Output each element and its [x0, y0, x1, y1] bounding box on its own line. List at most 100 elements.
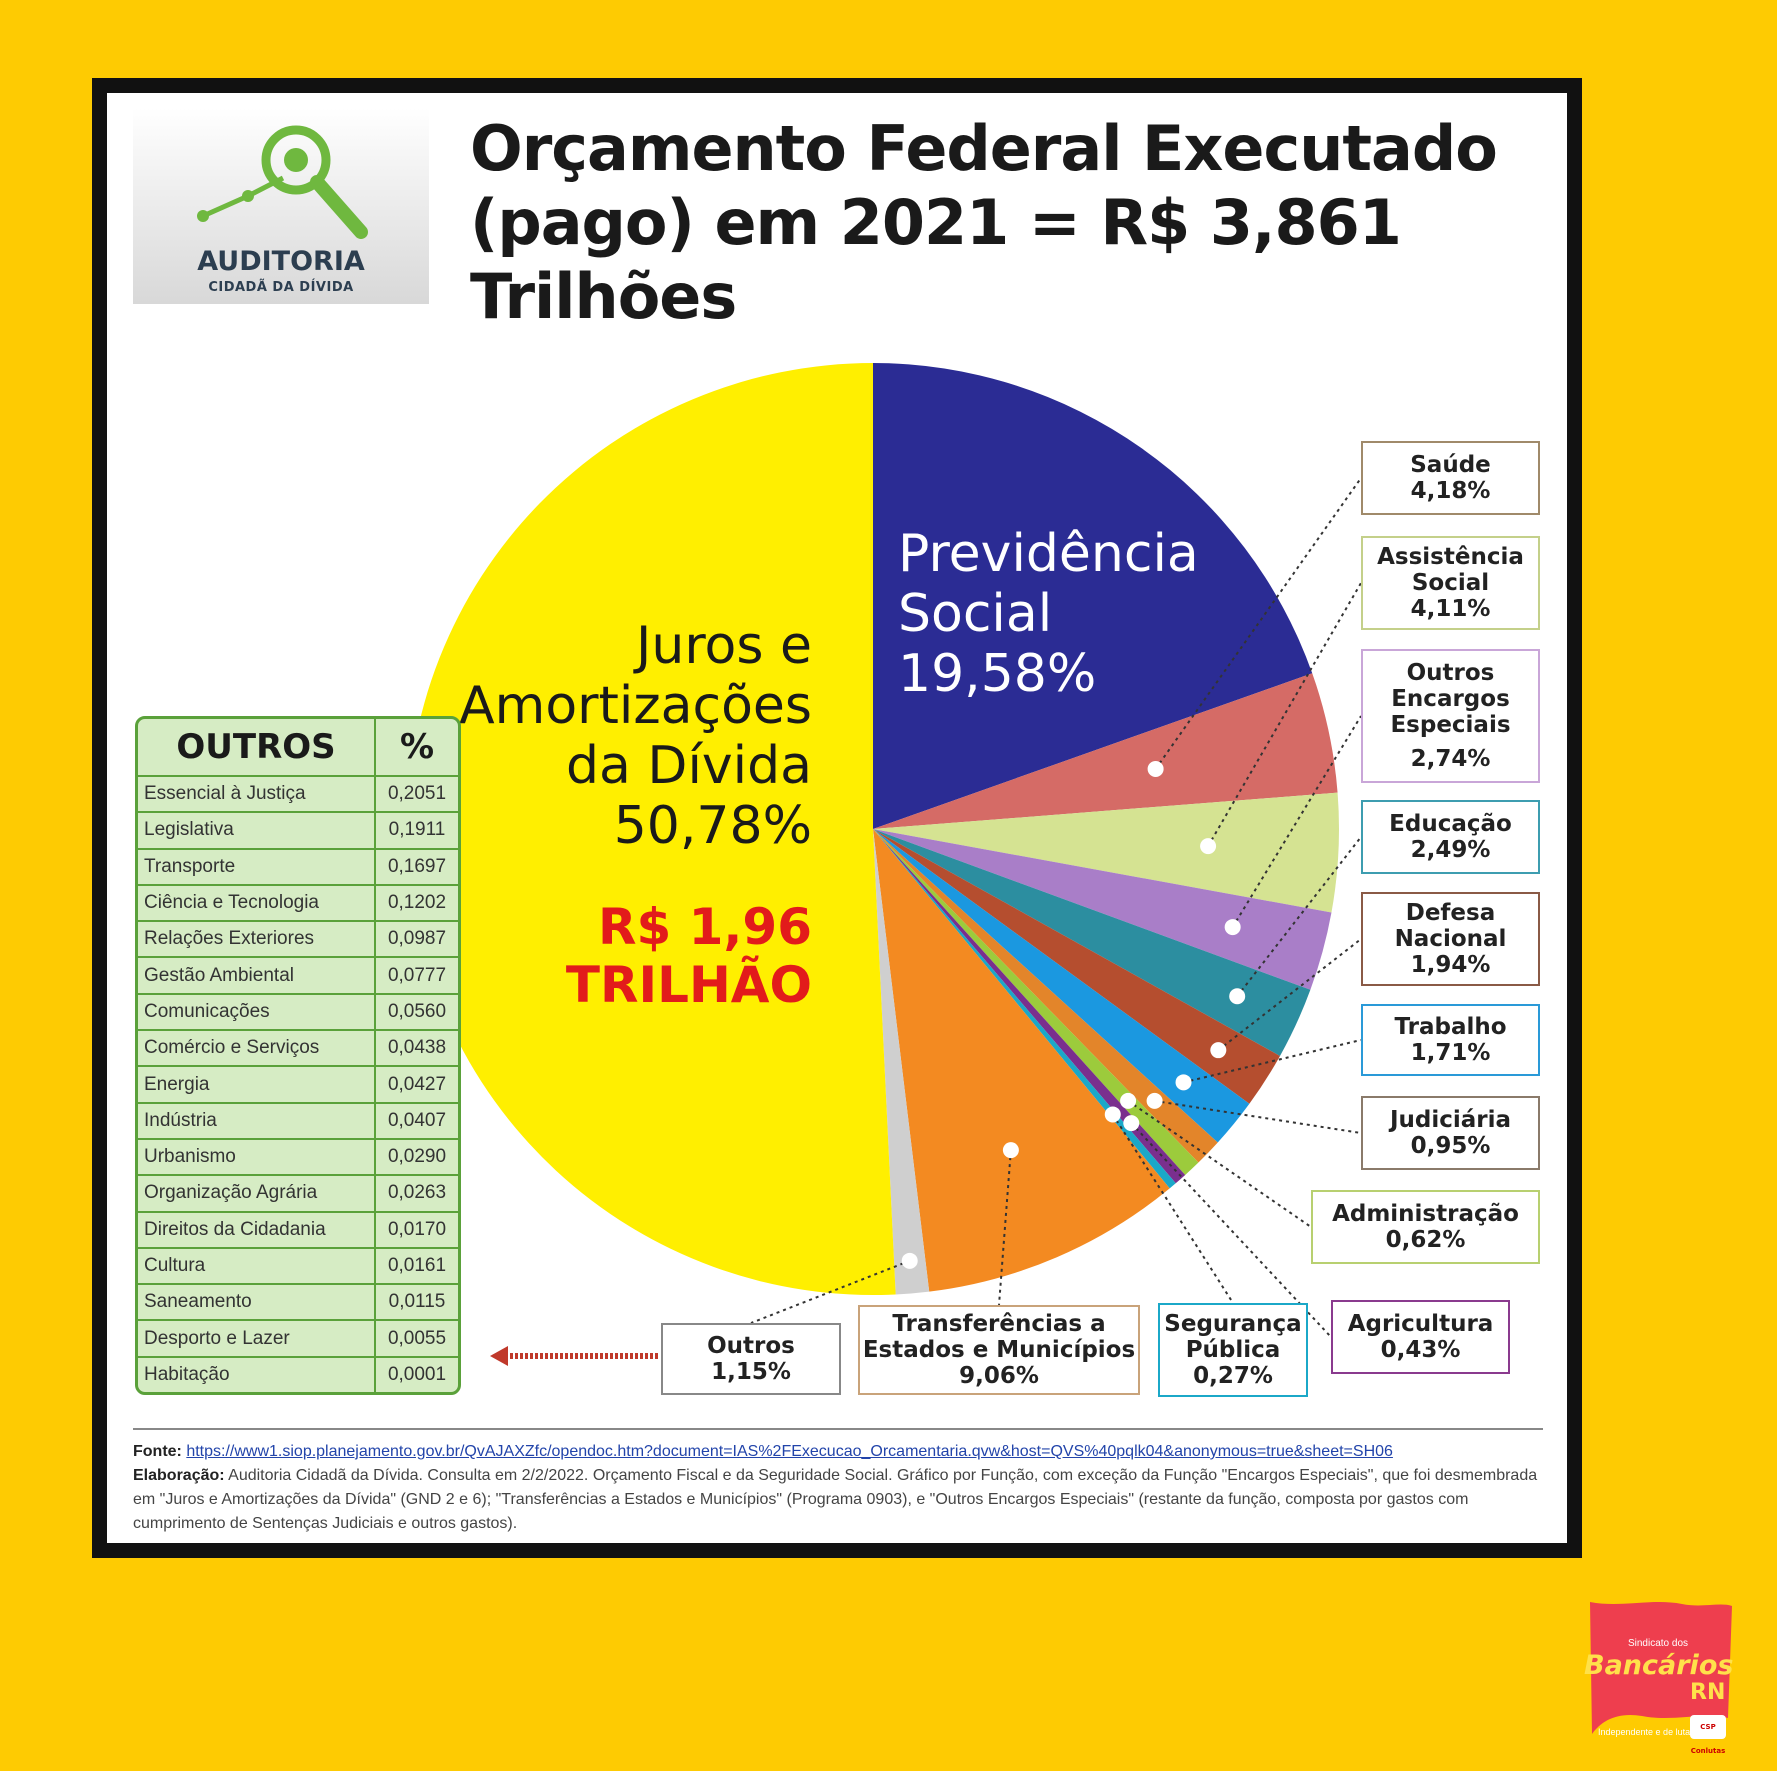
- leader-line: [750, 1259, 911, 1324]
- table-row: Urbanismo 0,0290: [138, 1137, 458, 1176]
- outros-name: Outros: [707, 1333, 795, 1359]
- administracao-name: Administração: [1332, 1201, 1519, 1227]
- leader-dot: [1200, 838, 1217, 855]
- outros-encargos-name-1: Outros: [1406, 660, 1495, 686]
- table-cell-function: Cultura: [138, 1246, 375, 1285]
- outros-encargos-name-2: Encargos: [1391, 686, 1510, 712]
- table-cell-percent: 0,0170: [374, 1210, 458, 1248]
- table-cell-function: Direitos da Cidadania: [138, 1210, 375, 1248]
- educacao-name: Educação: [1389, 811, 1512, 837]
- leader-dot: [1120, 1092, 1137, 1109]
- leader-dot: [1147, 760, 1164, 777]
- label-box-assistencia: Assistência Social 4,11%: [1361, 536, 1540, 630]
- table-cell-function: Legislativa: [138, 811, 375, 849]
- table-row: Comunicações 0,0560: [138, 992, 458, 1031]
- logo-title: AUDITORIA: [197, 246, 365, 277]
- table-row: Relações Exteriores 0,0987: [138, 920, 458, 958]
- auditoria-logo: AUDITORIA CIDADÃ DA DÍVIDA: [133, 108, 429, 304]
- seguranca-name-2: Pública: [1185, 1337, 1281, 1363]
- table-cell-percent: 0,0427: [374, 1065, 458, 1103]
- table-cell-function: Ciência e Tecnologia: [138, 883, 375, 922]
- table-row: Ciência e Tecnologia 0,1202: [138, 883, 458, 922]
- table-header-percent: %: [374, 719, 458, 777]
- chart-title-line2: (pago) em 2021 = R$ 3,861 Trilhões: [470, 186, 1402, 333]
- label-box-outros: Outros 1,15%: [661, 1323, 841, 1395]
- pie-slice-seguranca-publica: [873, 829, 1176, 1189]
- educacao-value: 2,49%: [1410, 837, 1491, 863]
- table-cell-function: Gestão Ambiental: [138, 956, 375, 994]
- table-row: Energia 0,0427: [138, 1065, 458, 1103]
- leader-line: [998, 1150, 1012, 1306]
- chart-title-line1: Orçamento Federal Executado: [470, 112, 1498, 185]
- label-box-agricultura: Agricultura 0,43%: [1331, 1300, 1510, 1374]
- leader-line: [1183, 1039, 1362, 1084]
- table-cell-function: Habitação: [138, 1355, 375, 1393]
- agricultura-value: 0,43%: [1380, 1337, 1461, 1363]
- chart-title: Orçamento Federal Executado (pago) em 20…: [470, 112, 1560, 334]
- leader-dot: [1146, 1092, 1163, 1109]
- juros-total-line1: R$ 1,96: [597, 898, 812, 956]
- pie-slice-saude: [873, 673, 1338, 829]
- table-cell-percent: 0,0438: [374, 1029, 458, 1067]
- table-cell-percent: 0,1697: [374, 847, 458, 885]
- table-cell-function: Desporto e Lazer: [138, 1319, 375, 1357]
- pie-slice-agricultura: [873, 829, 1186, 1184]
- juros-label: Juros e Amortizações da Dívida 50,78%: [440, 616, 812, 856]
- pie-slice-judiciaria: [873, 829, 1218, 1163]
- table-cell-function: Comércio e Serviços: [138, 1029, 375, 1067]
- table-row: Comércio e Serviços 0,0438: [138, 1029, 458, 1067]
- table-row: Saneamento 0,0115: [138, 1283, 458, 1321]
- leader-line: [1127, 1100, 1312, 1228]
- label-box-saude: Saúde 4,18%: [1361, 441, 1540, 515]
- table-row: Cultura 0,0161: [138, 1246, 458, 1285]
- table-cell-function: Indústria: [138, 1101, 375, 1139]
- table-cell-percent: 0,1202: [374, 883, 458, 922]
- judiciaria-name: Judiciária: [1389, 1107, 1512, 1133]
- previdencia-label: Previdência Social 19,58%: [898, 524, 1199, 704]
- previdencia-label-line2: Social: [898, 584, 1053, 644]
- leader-line: [1217, 938, 1362, 1051]
- table-cell-percent: 0,0055: [374, 1319, 458, 1357]
- assistencia-name-1: Assistência: [1377, 544, 1524, 570]
- table-cell-function: Essencial à Justiça: [138, 774, 375, 813]
- source-footer: Fonte: https://www1.siop.planejamento.go…: [133, 1428, 1543, 1536]
- agricultura-name: Agricultura: [1347, 1311, 1494, 1337]
- magnifier-chart-icon: [197, 125, 368, 239]
- defesa-value: 1,94%: [1410, 952, 1491, 978]
- footer-fonte-label: Fonte:: [133, 1443, 182, 1460]
- assistencia-name-2: Social: [1411, 570, 1490, 596]
- pie-slice-transferencias-a-estados-e-municipios: [873, 829, 1170, 1292]
- seguranca-name-1: Segurança: [1164, 1311, 1302, 1337]
- outros-encargos-name-3: Especiais: [1390, 712, 1511, 738]
- table-cell-percent: 0,0263: [374, 1174, 458, 1212]
- label-box-administracao: Administração 0,62%: [1311, 1190, 1540, 1264]
- transferencias-name-2: Estados e Municípios: [862, 1337, 1136, 1363]
- brand-small-text: Sindicato dos: [1627, 1638, 1689, 1649]
- juros-label-value: 50,78%: [613, 796, 812, 856]
- previdencia-label-line1: Previdência: [898, 524, 1199, 584]
- table-row: Indústria 0,0407: [138, 1101, 458, 1139]
- pie-slice-assistencia-social: [873, 792, 1339, 913]
- table-cell-percent: 0,0407: [374, 1101, 458, 1139]
- label-box-outros-encargos: Outros Encargos Especiais 2,74%: [1361, 649, 1540, 783]
- brand-csp-badge: CSP Conlutas: [1690, 1715, 1726, 1755]
- footer-fonte: Fonte: https://www1.siop.planejamento.go…: [133, 1440, 1543, 1464]
- juros-label-line2: Amortizações: [459, 676, 812, 736]
- bancarios-rn-flag-logo: [1590, 1602, 1732, 1734]
- table-cell-percent: 0,0777: [374, 956, 458, 994]
- assistencia-value: 4,11%: [1410, 596, 1491, 622]
- pie-slice-administracao: [873, 829, 1199, 1175]
- table-row: Legislativa 0,1911: [138, 811, 458, 849]
- table-row: Organização Agrária 0,0263: [138, 1174, 458, 1212]
- leader-dot: [1229, 988, 1246, 1005]
- leader-line: [1236, 836, 1362, 997]
- pie-slice-trabalho: [873, 829, 1250, 1143]
- leader-dot: [1002, 1142, 1019, 1159]
- seguranca-value: 0,27%: [1193, 1363, 1273, 1389]
- brand-rn: RN: [1690, 1680, 1726, 1705]
- pie-slice-previdencia-social: [873, 363, 1313, 829]
- leader-dot: [1224, 919, 1241, 936]
- footer-fonte-link[interactable]: https://www1.siop.planejamento.gov.br/Qv…: [186, 1443, 1393, 1460]
- outros-value: 1,15%: [711, 1359, 791, 1385]
